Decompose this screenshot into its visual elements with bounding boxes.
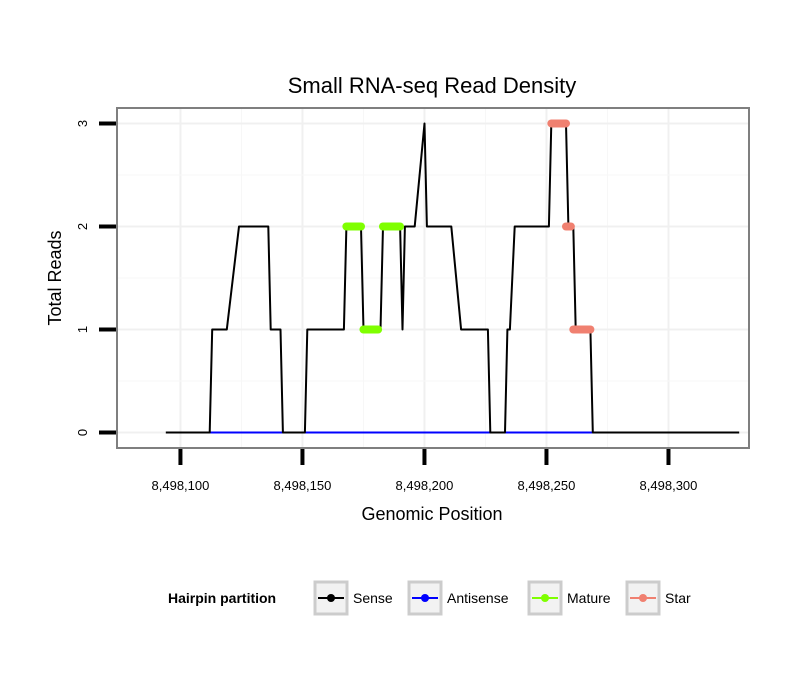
legend-label-mature: Mature — [567, 590, 611, 606]
legend-label-sense: Sense — [353, 590, 393, 606]
x-axis-title: Genomic Position — [361, 504, 502, 524]
legend-key-point — [421, 594, 429, 602]
legend-title: Hairpin partition — [168, 590, 276, 606]
y-axis: 0 1 2 3 — [75, 120, 116, 436]
x-tick-label: 8,498,150 — [274, 478, 332, 493]
y-axis-title: Total Reads — [45, 230, 65, 325]
y-tick-label: 2 — [75, 223, 90, 230]
x-tick-label: 8,498,300 — [640, 478, 698, 493]
chart-title: Small RNA-seq Read Density — [288, 73, 577, 98]
y-tick-label: 0 — [75, 429, 90, 436]
x-tick-label: 8,498,200 — [396, 478, 454, 493]
legend-label-antisense: Antisense — [447, 590, 509, 606]
legend-key-point — [541, 594, 549, 602]
marker-layer — [342, 119, 595, 334]
x-axis: 8,498,100 8,498,150 8,498,200 8,498,250 8,49… — [152, 449, 698, 493]
legend: Hairpin partition Sense Antisense Mature St… — [168, 580, 691, 616]
x-tick-label: 8,498,250 — [518, 478, 576, 493]
legend-key-point — [327, 594, 335, 602]
x-tick-label: 8,498,100 — [152, 478, 210, 493]
legend-label-star: Star — [665, 590, 691, 606]
legend-key-point — [639, 594, 647, 602]
y-tick-label: 1 — [75, 326, 90, 333]
y-tick-label: 3 — [75, 120, 90, 127]
